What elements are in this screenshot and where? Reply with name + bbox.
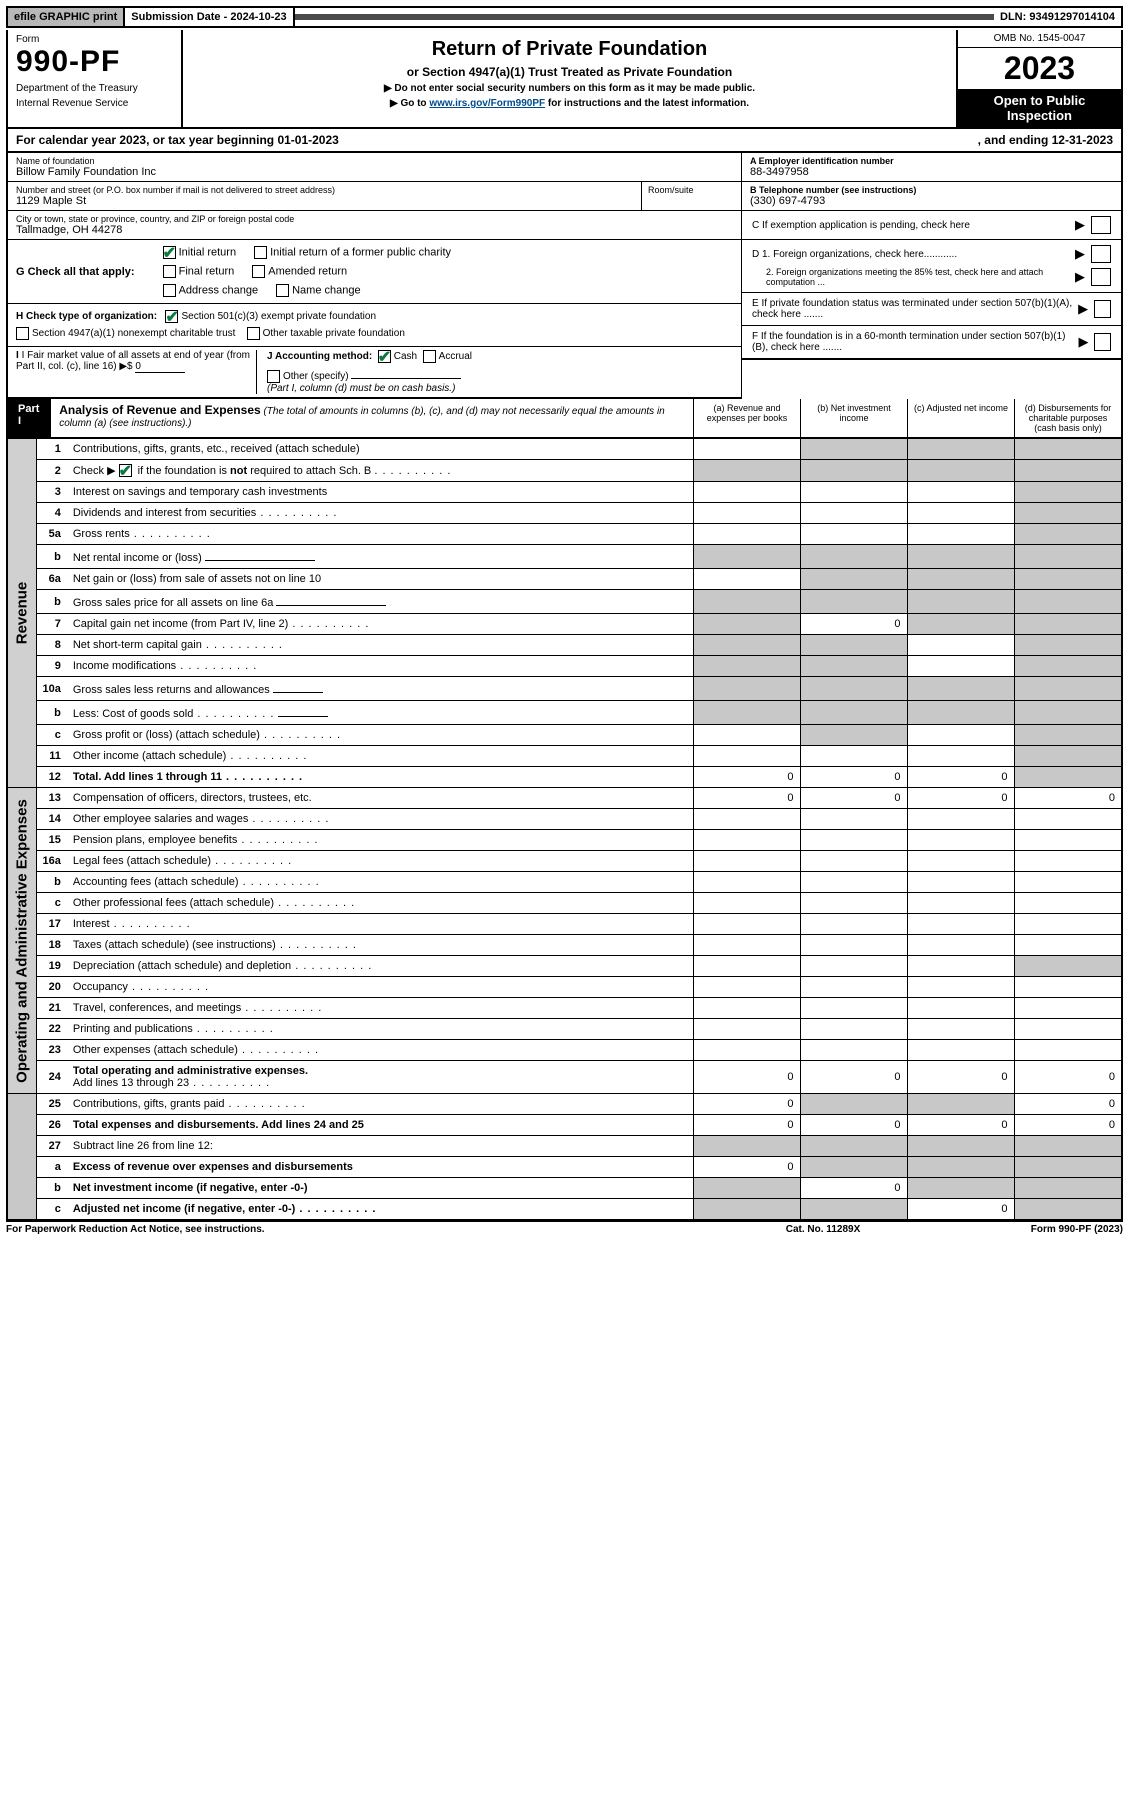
address-change-checkbox[interactable] <box>163 284 176 297</box>
form-note-1: ▶ Do not enter social security numbers o… <box>203 83 936 94</box>
footer: For Paperwork Reduction Act Notice, see … <box>6 1221 1123 1235</box>
irs-url[interactable]: www.irs.gov/Form990PF <box>429 98 545 109</box>
foundation-name: Billow Family Foundation Inc <box>16 166 733 178</box>
other-taxable-checkbox[interactable] <box>247 327 260 340</box>
address-label: Number and street (or P.O. box number if… <box>16 185 633 195</box>
top-bar: efile GRAPHIC print Submission Date - 20… <box>6 6 1123 28</box>
entity-info: Name of foundation Billow Family Foundat… <box>6 153 1123 399</box>
main-table: Revenue 1Contributions, gifts, grants, e… <box>6 439 1123 1222</box>
part1-badge: Part I <box>8 399 51 437</box>
d2-checkbox[interactable] <box>1091 268 1111 286</box>
phone-label: B Telephone number (see instructions) <box>750 185 916 195</box>
d1-text: D 1. Foreign organizations, check here..… <box>752 249 957 260</box>
room-label: Room/suite <box>648 185 735 195</box>
d1-checkbox[interactable] <box>1091 245 1111 263</box>
col-a-head: (a) Revenue and expenses per books <box>693 399 800 437</box>
501c3-checkbox[interactable] <box>165 310 178 323</box>
form-label: Form <box>16 34 173 45</box>
form-subtitle: or Section 4947(a)(1) Trust Treated as P… <box>203 65 936 79</box>
e-text: E If private foundation status was termi… <box>752 298 1078 320</box>
d2-text: 2. Foreign organizations meeting the 85%… <box>766 267 1075 287</box>
check-row-g: G Check all that apply: Initial return I… <box>8 240 741 304</box>
form-note-2: ▶ Go to www.irs.gov/Form990PF for instru… <box>203 98 936 109</box>
dln: DLN: 93491297014104 <box>994 8 1121 26</box>
cash-checkbox[interactable] <box>378 350 391 363</box>
part1-header-row: Part I Analysis of Revenue and Expenses … <box>6 399 1123 439</box>
form-number: 990-PF <box>16 45 173 79</box>
tax-year: 2023 <box>958 48 1121 89</box>
revenue-label: Revenue <box>13 582 30 645</box>
omb-number: OMB No. 1545-0047 <box>958 30 1121 48</box>
top-bar-spacer <box>295 14 994 20</box>
name-label: Name of foundation <box>16 156 733 166</box>
city-state-zip: Tallmadge, OH 44278 <box>16 224 733 236</box>
dept-irs: Internal Revenue Service <box>16 98 173 109</box>
paperwork-notice: For Paperwork Reduction Act Notice, see … <box>6 1224 723 1235</box>
col-c-head: (c) Adjusted net income <box>907 399 1014 437</box>
initial-former-checkbox[interactable] <box>254 246 267 259</box>
c-exemption-text: C If exemption application is pending, c… <box>752 220 970 231</box>
c-checkbox[interactable] <box>1091 216 1111 234</box>
final-return-checkbox[interactable] <box>163 265 176 278</box>
f-text: F If the foundation is in a 60-month ter… <box>752 331 1078 353</box>
col-d-head: (d) Disbursements for charitable purpose… <box>1014 399 1121 437</box>
phone: (330) 697-4793 <box>750 195 1113 207</box>
city-label: City or town, state or province, country… <box>16 214 733 224</box>
fmv-value: 0 <box>135 361 185 373</box>
other-method-checkbox[interactable] <box>267 370 280 383</box>
amended-return-checkbox[interactable] <box>252 265 265 278</box>
cat-no: Cat. No. 11289X <box>723 1224 923 1235</box>
f-checkbox[interactable] <box>1094 333 1111 351</box>
4947-checkbox[interactable] <box>16 327 29 340</box>
efile-print-button[interactable]: efile GRAPHIC print <box>8 8 125 26</box>
ops-label: Operating and Administrative Expenses <box>13 799 30 1083</box>
street-address: 1129 Maple St <box>16 195 633 207</box>
open-to-public: Open to Public Inspection <box>958 89 1121 127</box>
col-b-head: (b) Net investment income <box>800 399 907 437</box>
submission-date: Submission Date - 2024-10-23 <box>125 8 294 26</box>
form-header: Form 990-PF Department of the Treasury I… <box>6 30 1123 129</box>
e-checkbox[interactable] <box>1094 300 1111 318</box>
schb-checkbox[interactable] <box>119 464 132 477</box>
name-change-checkbox[interactable] <box>276 284 289 297</box>
initial-return-checkbox[interactable] <box>163 246 176 259</box>
ein-label: A Employer identification number <box>750 156 894 166</box>
form-title: Return of Private Foundation <box>203 38 936 61</box>
calendar-year-line: For calendar year 2023, or tax year begi… <box>6 129 1123 153</box>
dept-treasury: Department of the Treasury <box>16 83 173 94</box>
ein: 88-3497958 <box>750 166 1113 178</box>
form-ref: Form 990-PF (2023) <box>923 1224 1123 1235</box>
accrual-checkbox[interactable] <box>423 350 436 363</box>
